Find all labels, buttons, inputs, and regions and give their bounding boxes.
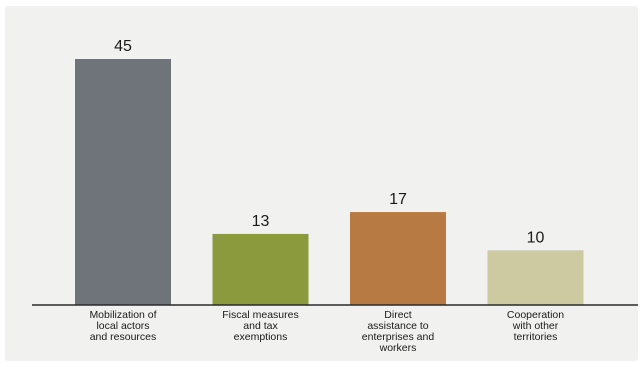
category-label-line: Direct — [384, 309, 412, 321]
value-labels-group: 45 13 17 10 — [114, 38, 544, 246]
bar-4 — [487, 250, 584, 305]
bar-3 — [350, 212, 446, 305]
value-label-4: 10 — [527, 229, 545, 246]
category-label-line: and resources — [90, 331, 157, 343]
category-label-line: territories — [514, 331, 558, 343]
value-label-1: 45 — [114, 38, 132, 55]
value-label-3: 17 — [389, 191, 407, 208]
category-label-4: Cooperation with other territories — [507, 309, 564, 343]
category-label-line: exemptions — [234, 331, 288, 343]
category-label-1: Mobilization of local actors and resources — [89, 309, 156, 343]
category-label-line: local actors — [96, 320, 149, 332]
category-label-2: Fiscal measures and tax exemptions — [222, 309, 298, 343]
category-label-line: Fiscal measures — [222, 309, 298, 321]
bar-2 — [212, 233, 309, 305]
category-label-line: enterprises and — [362, 331, 435, 343]
value-label-2: 13 — [252, 213, 270, 230]
category-label-line: and tax — [243, 320, 278, 332]
category-label-3: Direct assistance to enterprises and worker… — [362, 309, 435, 354]
category-label-line: assistance to — [367, 320, 428, 332]
category-label-line: workers — [379, 342, 417, 354]
chart-background: 45 13 17 10 Mobilization of local actors and … — [5, 6, 638, 361]
category-labels-group: Mobilization of local actors and resources… — [89, 309, 564, 354]
category-label-line: with other — [512, 320, 559, 332]
bars-group — [75, 59, 584, 305]
category-label-line: Cooperation — [507, 309, 564, 321]
category-label-line: Mobilization of — [89, 309, 156, 321]
bar-1 — [75, 59, 171, 305]
